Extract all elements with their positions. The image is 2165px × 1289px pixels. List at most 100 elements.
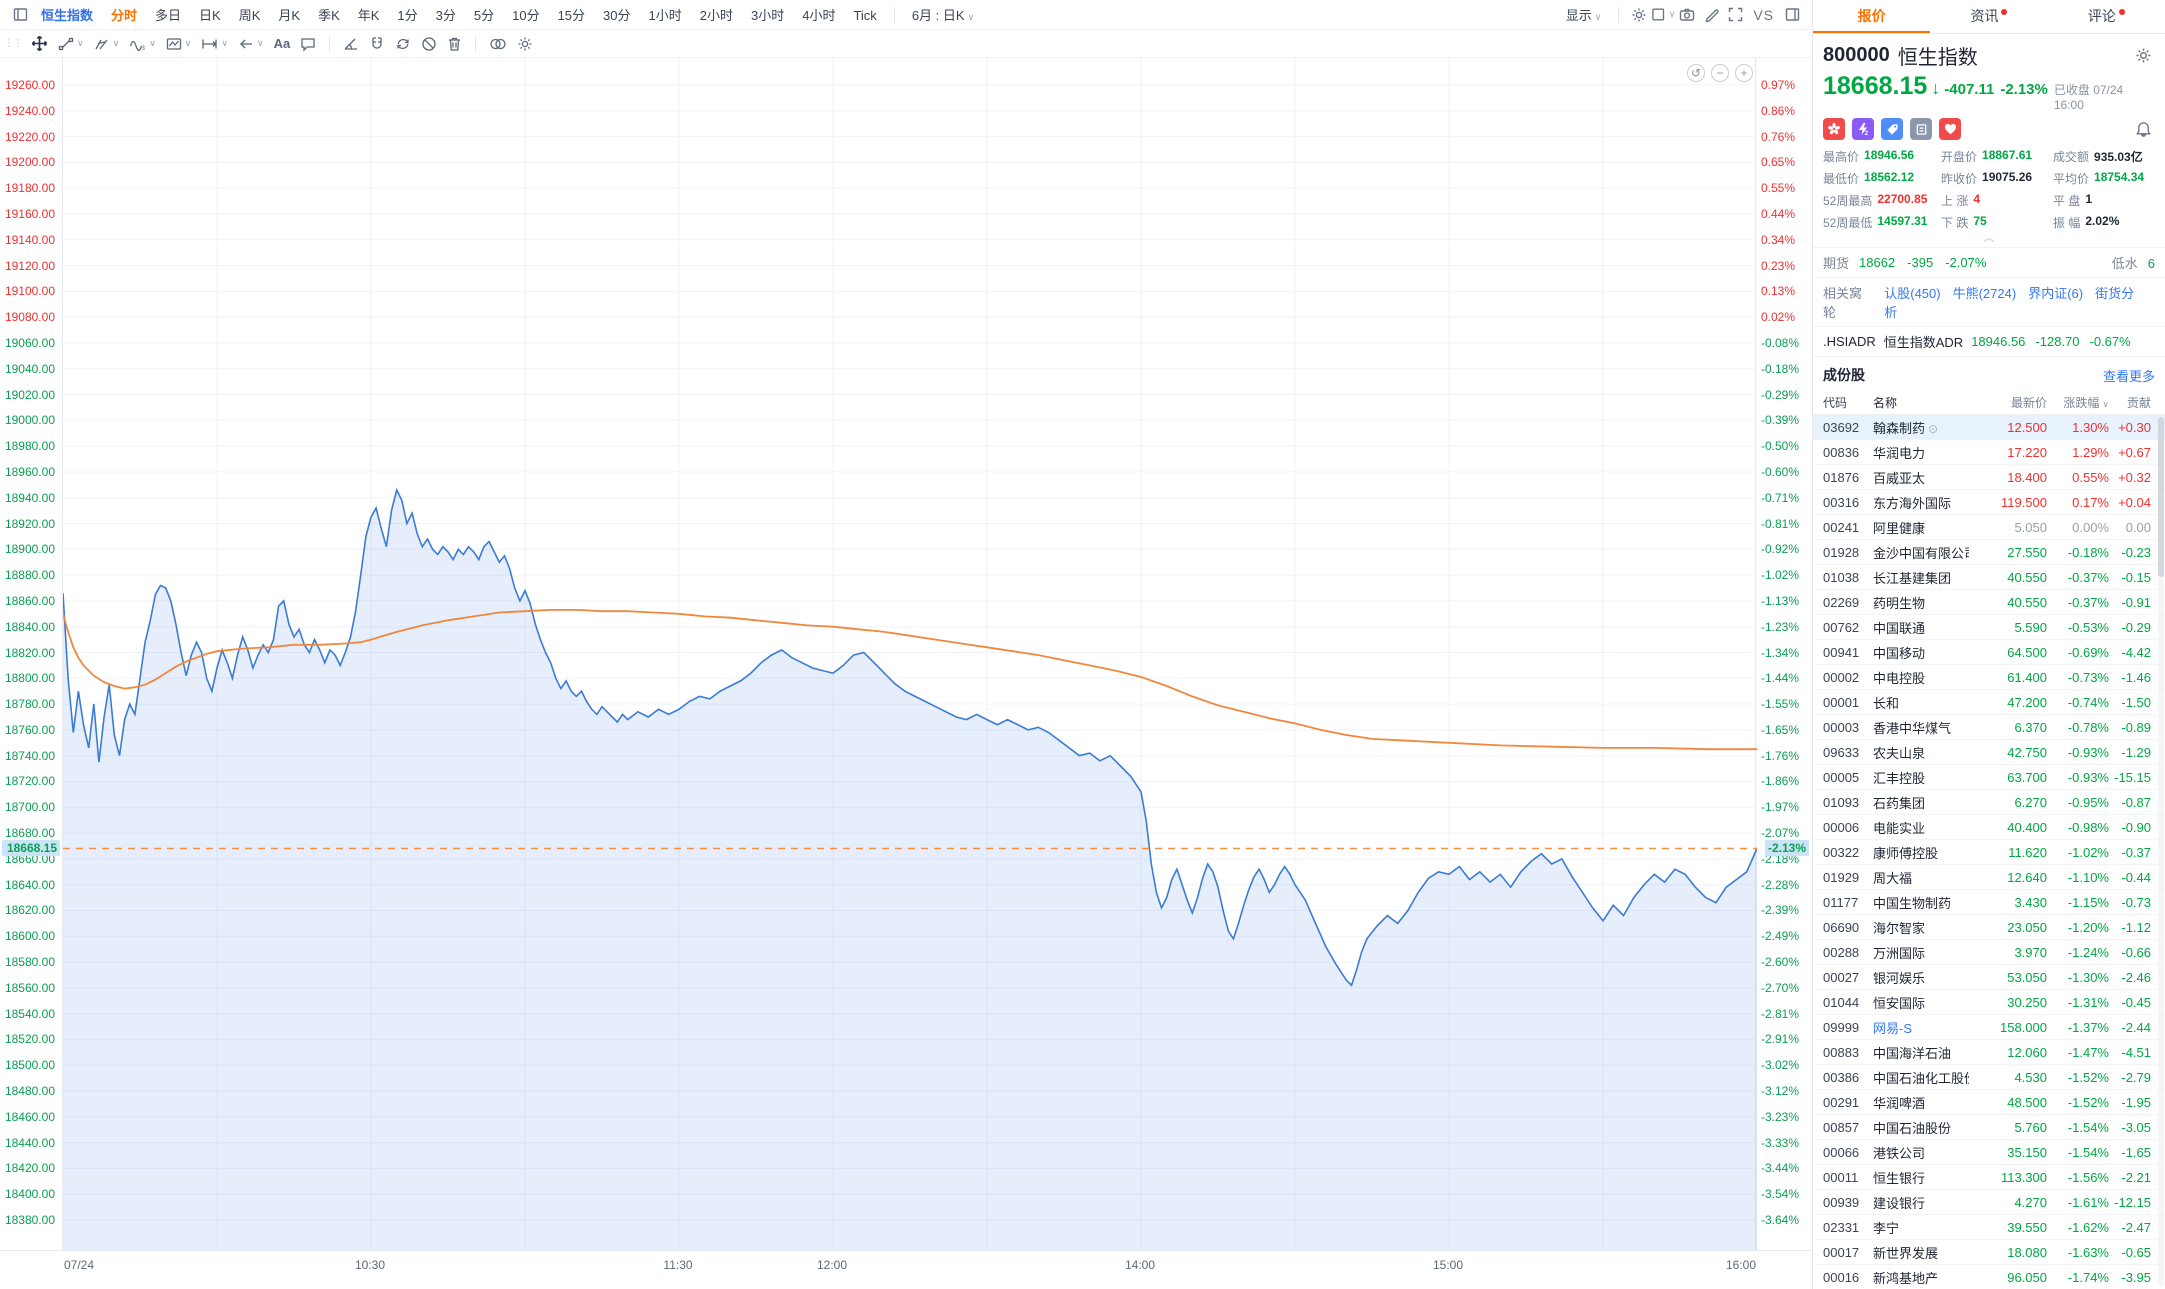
zoom-out-icon[interactable]: −	[1711, 64, 1729, 82]
table-row[interactable]: 00316 东方海外国际 119.500 0.17% +0.04	[1813, 490, 2165, 515]
table-row[interactable]: 01876 百威亚太 18.400 0.55% +0.32	[1813, 465, 2165, 490]
symbol-tab[interactable]: 恒生指数	[41, 8, 94, 23]
watchlist-panel-icon[interactable]	[8, 4, 32, 26]
table-row[interactable]: 00066 港铁公司 35.150 -1.54% -1.65	[1813, 1140, 2165, 1165]
period-tab-12[interactable]: 30分	[603, 8, 631, 23]
chart-pattern-tool[interactable]: ∨	[161, 36, 197, 52]
period-tab-2[interactable]: 日K	[199, 8, 221, 23]
warrant-link-3[interactable]: 街货分析	[1884, 286, 2135, 320]
alert-bell-icon[interactable]	[2131, 118, 2155, 140]
period-tab-9[interactable]: 5分	[473, 8, 495, 23]
table-row[interactable]: 00017 新世界发展 18.080 -1.63% -0.65	[1813, 1240, 2165, 1265]
quote-tab-0[interactable]: 报价	[1813, 0, 1931, 33]
table-row[interactable]: 00027 银河娱乐 53.050 -1.30% -2.46	[1813, 965, 2165, 990]
continuous-drawing-tool[interactable]	[390, 36, 416, 52]
table-row[interactable]: 00322 康师傅控股 11.620 -1.02% -0.37	[1813, 840, 2165, 865]
table-row[interactable]: 00002 中电控股 61.400 -0.73% -1.46	[1813, 665, 2165, 690]
arrow-annotation-tool[interactable]: ∨	[233, 36, 269, 52]
period-tab-7[interactable]: 1分	[397, 8, 418, 23]
table-row[interactable]: 00939 建设银行 4.270 -1.61% -12.15	[1813, 1190, 2165, 1215]
table-row[interactable]: 00386 中国石油化工股份 4.530 -1.52% -2.79	[1813, 1065, 2165, 1090]
drawing-settings-gear-icon[interactable]	[512, 36, 538, 52]
quote-tab-1[interactable]: 资讯	[1930, 0, 2047, 33]
right-panel-toggle-icon[interactable]	[1780, 4, 1804, 26]
table-row[interactable]: 00857 中国石油股份 5.760 -1.54% -3.05	[1813, 1115, 2165, 1140]
table-row[interactable]: 00941 中国移动 64.500 -0.69% -4.42	[1813, 640, 2165, 665]
chart-plot-area[interactable]: ↺ − +	[62, 58, 1757, 1250]
screenshot-camera-icon[interactable]	[1675, 4, 1699, 26]
hide-drawings-tool[interactable]	[416, 36, 442, 52]
table-row[interactable]: 00003 香港中华煤气 6.370 -0.78% -0.89	[1813, 715, 2165, 740]
text-annotation-tool[interactable]: Aa	[273, 36, 291, 51]
draw-pencil-icon[interactable]	[1699, 4, 1723, 26]
toolbar-drag-handle[interactable]: ⋮⋮	[4, 38, 23, 49]
table-row[interactable]: 00006 电能实业 40.400 -0.98% -0.90	[1813, 815, 2165, 840]
period-tab-6[interactable]: 年K	[357, 8, 380, 23]
period-tab-8[interactable]: 3分	[435, 8, 456, 23]
quote-tab-2[interactable]: 评论	[2048, 0, 2165, 33]
table-row[interactable]: 00016 新鸿基地产 96.050 -1.74% -3.95	[1813, 1265, 2165, 1289]
object-tree-icon[interactable]	[484, 37, 512, 51]
delete-drawings-trash-icon[interactable]	[442, 36, 467, 52]
period-tab-15[interactable]: 3小时	[750, 8, 785, 23]
comment-bubble-tool[interactable]	[295, 36, 321, 52]
scrollbar-thumb[interactable]	[2158, 417, 2164, 577]
compare-vs-button[interactable]: VS	[1753, 6, 1774, 23]
adr-row[interactable]: .HSIADR 恒生指数ADR 18946.56 -128.70 -0.67%	[1813, 326, 2165, 356]
period-tab-3[interactable]: 周K	[238, 8, 261, 23]
table-row[interactable]: 00836 华润电力 17.220 1.29% +0.67	[1813, 440, 2165, 465]
table-row[interactable]: 01929 周大福 12.640 -1.10% -0.44	[1813, 865, 2165, 890]
see-more-link[interactable]: 查看更多	[2102, 368, 2155, 384]
table-row[interactable]: 02269 药明生物 40.550 -0.37% -0.91	[1813, 590, 2165, 615]
table-row[interactable]: 00005 汇丰控股 63.700 -0.93% -15.15	[1813, 765, 2165, 790]
table-row[interactable]: 06690 海尔智家 23.050 -1.20% -1.12	[1813, 915, 2165, 940]
table-row[interactable]: 09999 网易-S 158.000 -1.37% -2.44	[1813, 1015, 2165, 1040]
period-tab-0[interactable]: 分时	[111, 8, 138, 23]
table-row[interactable]: 01928 金沙中国有限公司 27.550 -0.18% -0.23	[1813, 540, 2165, 565]
favorite-heart-icon[interactable]	[1939, 118, 1961, 140]
display-menu[interactable]: 显示 ∨	[1565, 8, 1602, 23]
period-tab-13[interactable]: 1小时	[648, 8, 682, 23]
period-tab-4[interactable]: 月K	[278, 8, 301, 23]
table-row[interactable]: 01177 中国生物制药 3.430 -1.15% -0.73	[1813, 890, 2165, 915]
period-tab-5[interactable]: 季K	[318, 8, 340, 23]
table-row[interactable]: 01038 长江基建集团 40.550 -0.37% -0.15	[1813, 565, 2165, 590]
collapse-stats-chevron[interactable]: ︿	[1983, 232, 1995, 244]
measure-tool[interactable]: ∨	[196, 36, 233, 52]
reset-view-icon[interactable]: ↺	[1687, 64, 1705, 82]
table-row[interactable]: 01044 恒安国际 30.250 -1.31% -0.45	[1813, 990, 2165, 1015]
quote-settings-gear-icon[interactable]	[2131, 45, 2155, 67]
layout-selector-icon[interactable]: ∨	[1651, 4, 1675, 26]
cursor-move-tool[interactable]	[26, 35, 53, 52]
table-row[interactable]: 00241 阿里健康 5.050 0.00% 0.00	[1813, 515, 2165, 540]
table-row[interactable]: 00883 中国海洋石油 12.060 -1.47% -4.51	[1813, 1040, 2165, 1065]
period-tab-17[interactable]: Tick	[853, 8, 877, 23]
table-row[interactable]: 00291 华润啤酒 48.500 -1.52% -1.95	[1813, 1090, 2165, 1115]
warrant-link-1[interactable]: 牛熊(2724)	[1952, 286, 2017, 301]
table-row[interactable]: 01093 石药集团 6.270 -0.95% -0.87	[1813, 790, 2165, 815]
angle-tool[interactable]	[338, 36, 364, 52]
wave-pattern-tool[interactable]: 3 ∨	[124, 36, 161, 52]
fullscreen-expand-icon[interactable]	[1723, 4, 1747, 26]
table-row[interactable]: 00011 恒生银行 113.300 -1.56% -2.21	[1813, 1165, 2165, 1190]
chart-settings-gear-icon[interactable]	[1627, 4, 1651, 26]
sort-by-change-header[interactable]: 涨跌幅 ∨	[2063, 396, 2109, 410]
period-tab-16[interactable]: 4小时	[802, 8, 836, 23]
table-row[interactable]: 09633 农夫山泉 42.750 -0.93% -1.29	[1813, 740, 2165, 765]
table-row[interactable]: 02331 李宁 39.550 -1.62% -2.47	[1813, 1215, 2165, 1240]
multi-chart-selector[interactable]: 6月 : 日K ∨	[911, 8, 975, 23]
table-row[interactable]: 00762 中国联通 5.590 -0.53% -0.29	[1813, 615, 2165, 640]
trendline-tool[interactable]: ∨	[53, 36, 89, 52]
period-tab-1[interactable]: 多日	[155, 8, 182, 23]
period-tab-14[interactable]: 2小时	[699, 8, 733, 23]
warrant-link-2[interactable]: 界内证(6)	[2028, 286, 2084, 301]
period-tab-10[interactable]: 10分	[512, 8, 540, 23]
magnet-snap-tool[interactable]	[364, 36, 390, 52]
table-row[interactable]: 00001 长和 47.200 -0.74% -1.50	[1813, 690, 2165, 715]
period-tab-11[interactable]: 15分	[557, 8, 586, 23]
warrant-link-0[interactable]: 认股(450)	[1884, 286, 1941, 301]
table-row[interactable]: 00288 万洲国际 3.970 -1.24% -0.66	[1813, 940, 2165, 965]
zoom-in-icon[interactable]: +	[1735, 64, 1753, 82]
table-row[interactable]: 03692 翰森制药 ⊙ 12.500 1.30% +0.30	[1813, 415, 2165, 440]
pitchfork-tool[interactable]: ∨	[89, 36, 125, 52]
